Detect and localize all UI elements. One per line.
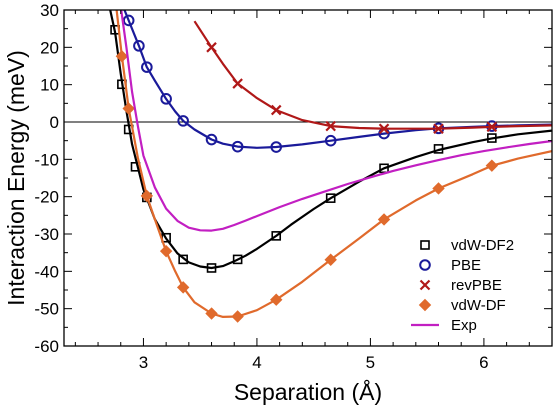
data-point-vdw-df2 — [178, 254, 188, 265]
data-point-vdw-df2 — [487, 133, 497, 143]
data-point-revpbe — [433, 123, 444, 134]
legend-swatch-revpbe — [419, 279, 431, 291]
data-point-vdw-df2 — [433, 144, 444, 154]
data-point-pbe — [324, 134, 337, 147]
legend-item-pbe: PBE — [419, 257, 481, 274]
series-line-vdw-df2 — [109, 10, 552, 270]
data-point-vdw-df — [324, 253, 337, 266]
data-point-pbe — [205, 133, 218, 146]
series-line-revpbe — [193, 20, 552, 130]
series-line-vdw-df — [115, 10, 552, 318]
data-point-revpbe — [232, 78, 243, 89]
data-point-revpbe — [486, 121, 498, 133]
data-point-revpbe — [378, 123, 390, 134]
legend-item-vdw-df2: vdW-DF2 — [420, 237, 514, 254]
data-point-pbe — [141, 61, 153, 73]
data-point-vdw-df2 — [206, 263, 217, 273]
data-point-vdw-df — [176, 281, 190, 294]
data-point-vdw-df — [140, 189, 154, 203]
x-tick-label: 3 — [139, 353, 148, 372]
legend-label-vdw-df: vdW-DF — [451, 297, 506, 314]
legend-label-vdw-df2: vdW-DF2 — [451, 237, 514, 254]
legend: vdW-DF2 PBE revPBE vdW-DF Exp — [411, 237, 514, 334]
y-tick-label: 10 — [40, 76, 59, 95]
data-point-vdw-df — [377, 213, 391, 226]
legend-item-revpbe: revPBE — [419, 277, 502, 294]
x-tick-label: 5 — [366, 353, 375, 372]
data-point-pbe — [133, 40, 145, 52]
y-tick-label: -10 — [34, 150, 59, 169]
data-point-revpbe — [325, 120, 336, 132]
data-point-vdw-df2 — [271, 231, 282, 241]
data-point-vdw-df — [231, 310, 244, 323]
y-tick-label: 0 — [50, 113, 59, 132]
y-tick-label: -40 — [34, 262, 59, 281]
series-layer — [64, 10, 552, 323]
series-vdw-df — [115, 10, 552, 323]
data-point-vdw-df — [122, 102, 135, 115]
data-point-pbe — [231, 140, 244, 153]
legend-label-pbe: PBE — [451, 257, 481, 274]
data-point-vdw-df — [115, 50, 129, 63]
y-tick-label: -60 — [34, 337, 59, 356]
y-tick-label: -20 — [34, 188, 59, 207]
data-point-revpbe — [270, 104, 282, 116]
series-vdw-df2 — [109, 10, 552, 273]
series-revpbe — [193, 20, 552, 134]
x-axis-title: Separation (Å) — [234, 378, 382, 405]
y-tick-label: -30 — [34, 225, 59, 244]
data-point-pbe — [270, 141, 283, 153]
series-line-exp — [120, 10, 552, 232]
y-axis-title: Interaction Energy (meV) — [3, 50, 29, 306]
data-point-vdw-df — [205, 307, 218, 320]
plot-frame — [63, 9, 553, 347]
data-point-revpbe — [206, 42, 217, 53]
data-point-pbe — [177, 115, 189, 127]
x-tick-label: 6 — [479, 353, 488, 372]
data-point-pbe — [122, 14, 135, 27]
legend-swatch-vdw-df2 — [420, 240, 430, 250]
legend-label-exp: Exp — [451, 317, 477, 334]
legend-swatch-pbe — [419, 259, 431, 271]
data-point-vdw-df2 — [325, 193, 336, 203]
data-point-vdw-df — [159, 244, 173, 258]
data-point-vdw-df — [270, 293, 283, 306]
legend-swatch-vdw-df — [418, 298, 432, 312]
data-point-pbe — [160, 93, 172, 105]
data-point-vdw-df2 — [379, 163, 389, 174]
data-point-vdw-df2 — [232, 254, 243, 265]
y-tick-label: 20 — [40, 38, 59, 57]
axis-layer: 3 4 5 6 -60 -50 -40 -30 -20 -10 0 10 20 30 — [34, 1, 552, 372]
y-tick-label: 30 — [40, 1, 59, 20]
data-point-vdw-df — [485, 159, 499, 172]
legend-label-revpbe: revPBE — [451, 277, 502, 294]
legend-item-vdw-df: vdW-DF — [418, 297, 506, 314]
data-point-vdw-df — [432, 182, 445, 195]
series-exp — [120, 10, 552, 232]
x-tick-label: 4 — [252, 353, 261, 372]
legend-item-exp: Exp — [411, 317, 477, 334]
y-tick-label: -50 — [34, 300, 59, 319]
